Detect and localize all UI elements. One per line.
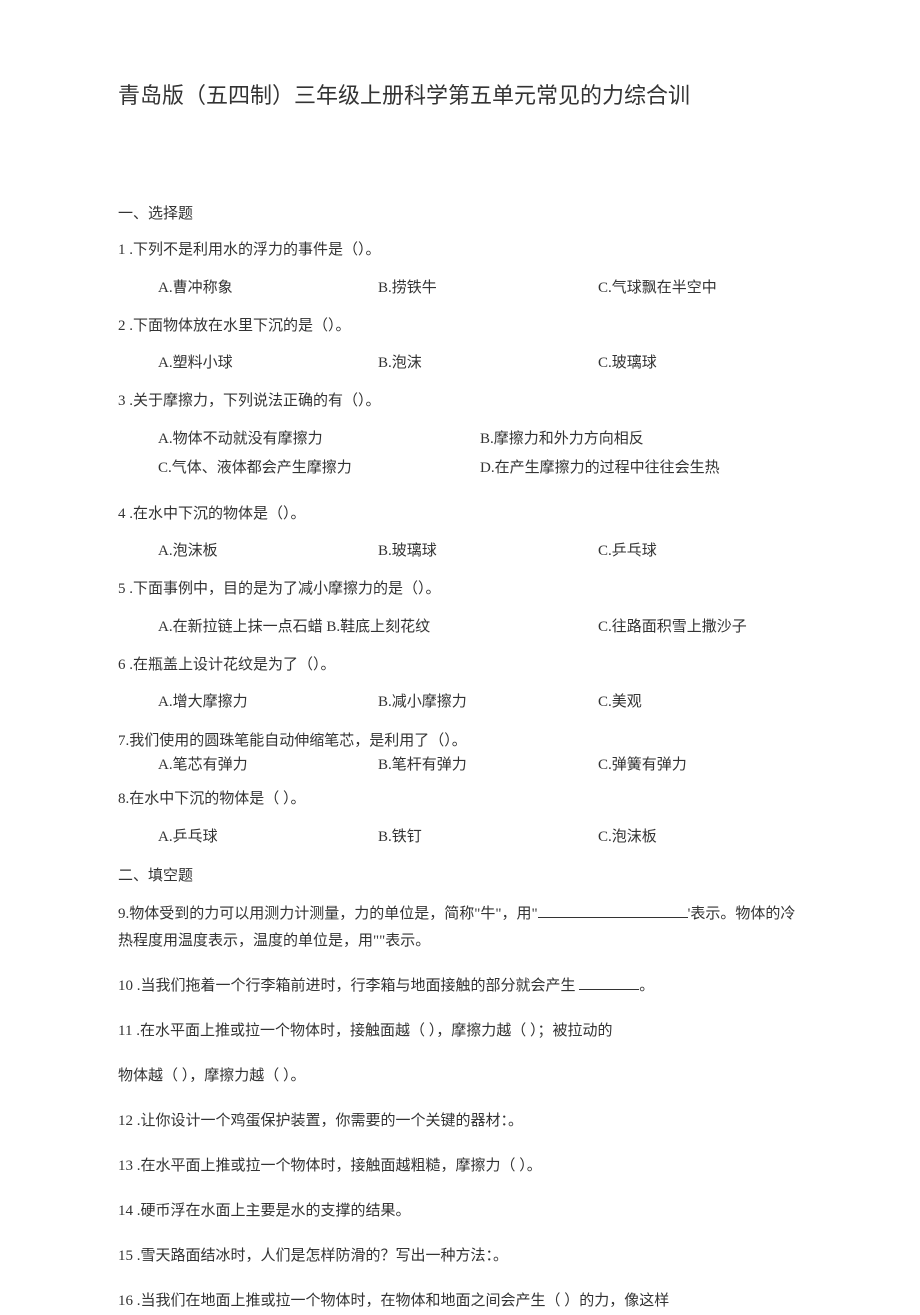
- question-7: 7.我们使用的圆珠笔能自动伸缩笔芯，是利用了（）。: [118, 729, 802, 753]
- document-title: 青岛版（五四制）三年级上册科学第五单元常见的力综合训: [118, 78, 802, 110]
- question-2: 2 .下面物体放在水里下沉的是（）。: [118, 315, 802, 338]
- q9-text-a: 9.物体受到的力可以用测力计测量，力的单位是，简称"牛"，用": [118, 906, 538, 922]
- question-16: 16 .当我们在地面上推或拉一个物体时，在物体和地面之间会产生（ ）的力，像这样: [118, 1288, 802, 1315]
- q5-option-ab: A.在新拉链上抹一点石蜡 B.鞋底上刻花纹: [158, 615, 598, 636]
- q2-option-c: C.玻璃球: [598, 351, 802, 372]
- q4-option-c: C.乒乓球: [598, 539, 802, 560]
- q7-option-c: C.弹簧有弹力: [598, 753, 802, 774]
- q8-option-b: B.铁钉: [378, 825, 598, 846]
- question-11b: 物体越（ ），摩擦力越（ ）。: [118, 1063, 802, 1090]
- q3-option-a: A.物体不动就没有摩擦力: [158, 427, 480, 448]
- question-3-options: A.物体不动就没有摩擦力 B.摩擦力和外力方向相反 C.气体、液体都会产生摩擦力…: [118, 427, 802, 485]
- question-5: 5 .下面事例中，目的是为了减小摩擦力的是（）。: [118, 578, 802, 601]
- question-9: 9.物体受到的力可以用测力计测量，力的单位是，简称"牛"，用"'表示。物体的冷热…: [118, 901, 802, 955]
- question-10: 10 .当我们拖着一个行李箱前进时，行李箱与地面接触的部分就会产生 。: [118, 973, 802, 1000]
- question-4-options: A.泡沫板 B.玻璃球 C.乒乓球: [118, 539, 802, 560]
- q7-option-a: A.笔芯有弹力: [158, 753, 378, 774]
- q1-option-a: A.曹冲称象: [158, 276, 378, 297]
- question-8: 8.在水中下沉的物体是（ ）。: [118, 788, 802, 811]
- q4-option-a: A.泡沫板: [158, 539, 378, 560]
- question-15: 15 .雪天路面结冰时，人们是怎样防滑的？写出一种方法：。: [118, 1243, 802, 1270]
- question-14: 14 .硬币浮在水面上主要是水的支撑的结果。: [118, 1198, 802, 1225]
- question-3: 3 .关于摩擦力，下列说法正确的有（）。: [118, 390, 802, 413]
- q6-option-c: C.美观: [598, 690, 802, 711]
- question-12: 12 .让你设计一个鸡蛋保护装置，你需要的一个关键的器材：。: [118, 1108, 802, 1135]
- q8-option-c: C.泡沫板: [598, 825, 802, 846]
- q1-option-c: C.气球飘在半空中: [598, 276, 802, 297]
- question-6: 6 .在瓶盖上设计花纹是为了（）。: [118, 654, 802, 677]
- q10-blank: [579, 989, 639, 990]
- question-1-options: A.曹冲称象 B.捞铁牛 C.气球飘在半空中: [118, 276, 802, 297]
- q5-option-c: C.往路面积雪上撒沙子: [598, 615, 802, 636]
- q3-option-d: D.在产生摩擦力的过程中往往会生热: [480, 456, 802, 477]
- question-5-options: A.在新拉链上抹一点石蜡 B.鞋底上刻花纹 C.往路面积雪上撒沙子: [118, 615, 802, 636]
- question-7-block: 7.我们使用的圆珠笔能自动伸缩笔芯，是利用了（）。 A.笔芯有弹力 B.笔杆有弹…: [118, 729, 802, 774]
- q2-option-b: B.泡沫: [378, 351, 598, 372]
- question-1: 1 .下列不是利用水的浮力的事件是（）。: [118, 239, 802, 262]
- q3-option-b: B.摩擦力和外力方向相反: [480, 427, 802, 448]
- q9-blank: [538, 917, 688, 918]
- q8-option-a: A.乒乓球: [158, 825, 378, 846]
- question-13: 13 .在水平面上推或拉一个物体时，接触面越粗糙，摩擦力（ ）。: [118, 1153, 802, 1180]
- q6-option-b: B.减小摩擦力: [378, 690, 598, 711]
- q4-option-b: B.玻璃球: [378, 539, 598, 560]
- q1-option-b: B.捞铁牛: [378, 276, 598, 297]
- question-8-options: A.乒乓球 B.铁钉 C.泡沫板: [118, 825, 802, 846]
- q10-text: 10 .当我们拖着一个行李箱前进时，行李箱与地面接触的部分就会产生: [118, 978, 579, 994]
- q10-text-b: 。: [639, 978, 654, 994]
- section-2-header: 二、填空题: [118, 864, 802, 885]
- question-6-options: A.增大摩擦力 B.减小摩擦力 C.美观: [118, 690, 802, 711]
- section-1-header: 一、选择题: [118, 202, 802, 223]
- q2-option-a: A.塑料小球: [158, 351, 378, 372]
- question-11: 11 .在水平面上推或拉一个物体时，接触面越（ ），摩擦力越（ ）；被拉动的: [118, 1018, 802, 1045]
- q3-option-c: C.气体、液体都会产生摩擦力: [158, 456, 480, 477]
- question-2-options: A.塑料小球 B.泡沫 C.玻璃球: [118, 351, 802, 372]
- question-4: 4 .在水中下沉的物体是（）。: [118, 503, 802, 526]
- q6-option-a: A.增大摩擦力: [158, 690, 378, 711]
- question-7-options: A.笔芯有弹力 B.笔杆有弹力 C.弹簧有弹力: [118, 753, 802, 774]
- q7-option-b: B.笔杆有弹力: [378, 753, 598, 774]
